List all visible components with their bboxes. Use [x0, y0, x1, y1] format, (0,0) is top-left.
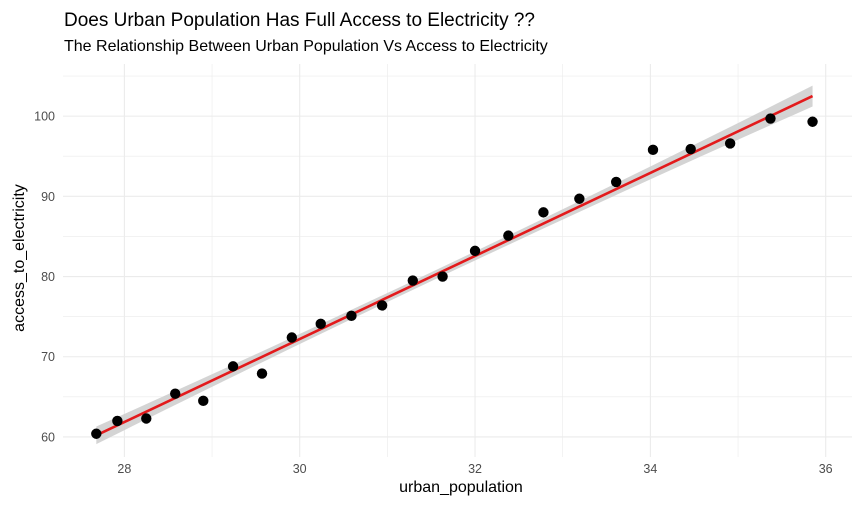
data-point	[227, 361, 239, 372]
data-point	[765, 113, 776, 124]
y-tick-label: 90	[41, 190, 55, 204]
chart-title: Does Urban Population Has Full Access to…	[64, 10, 535, 31]
data-point	[407, 275, 418, 286]
x-tick-label: 34	[643, 462, 657, 476]
chart-subtitle: The Relationship Between Urban Populatio…	[64, 38, 548, 55]
data-point	[574, 193, 585, 204]
regression-line	[95, 94, 814, 437]
data-point	[376, 300, 388, 311]
data-point	[141, 413, 152, 424]
data-point	[469, 245, 481, 257]
data-point	[286, 332, 298, 343]
data-point	[256, 368, 268, 379]
data-point	[685, 143, 696, 155]
x-tick-label: 30	[293, 462, 307, 476]
data-point	[198, 395, 209, 407]
data-point	[315, 318, 326, 330]
data-point	[437, 271, 448, 282]
y-tick-label: 70	[41, 350, 55, 364]
x-axis-label: urban_population	[399, 479, 523, 496]
x-tick-label: 36	[819, 462, 833, 476]
x-tick-label: 32	[468, 462, 482, 476]
y-tick-label: 100	[34, 110, 55, 124]
y-axis-label: access_to_electricity	[11, 184, 28, 332]
data-point	[91, 428, 102, 439]
x-tick-label: 28	[117, 462, 131, 476]
data-point	[503, 230, 514, 241]
data-point	[538, 207, 549, 218]
data-point	[610, 176, 622, 188]
data-point	[807, 116, 818, 127]
data-point	[724, 138, 736, 149]
data-point	[647, 144, 659, 156]
y-tick-label: 60	[41, 430, 55, 444]
data-point	[346, 310, 357, 322]
data-point	[112, 415, 123, 427]
y-tick-label: 80	[41, 270, 55, 284]
data-point	[170, 388, 181, 399]
